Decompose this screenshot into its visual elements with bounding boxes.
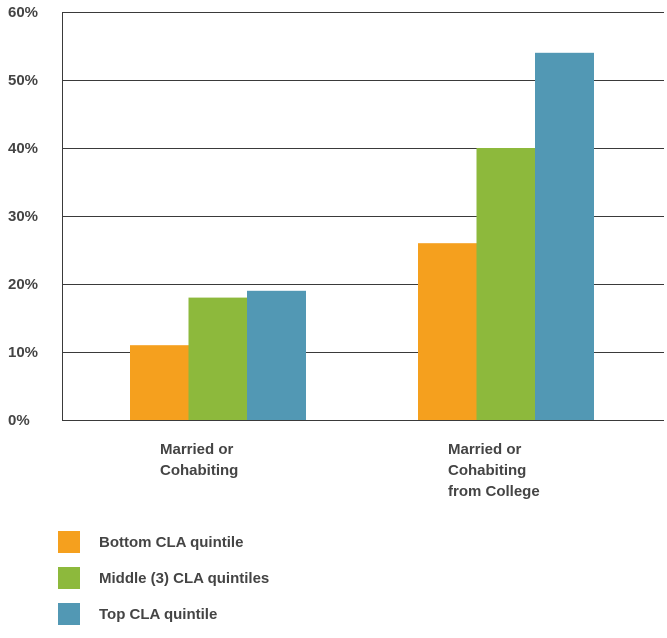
- x-category-label: Married or Cohabiting from College: [448, 441, 540, 500]
- y-tick-label: 10%: [8, 344, 38, 361]
- legend-item-middle-quintiles: Middle (3) CLA quintiles: [58, 566, 269, 590]
- bar: [130, 345, 189, 420]
- legend-label-top-quintile: Top CLA quintile: [99, 605, 218, 623]
- legend-item-top-quintile: Top CLA quintile: [58, 602, 269, 626]
- y-tick-label: 20%: [8, 276, 38, 293]
- y-tick-label: 0%: [8, 412, 30, 429]
- y-tick-label: 50%: [8, 72, 38, 89]
- bar: [247, 290, 306, 420]
- legend-swatch-top-quintile: [58, 603, 80, 625]
- bar-chart: 0% 10% 20% 30% 40% 50% 60% Married or Cohabiting…: [8, 4, 664, 500]
- y-tick-label: 30%: [8, 208, 38, 225]
- legend-item-bottom-quintile: Bottom CLA quintile: [58, 530, 269, 554]
- y-tick-label: 60%: [8, 4, 38, 21]
- bar: [188, 297, 248, 420]
- bar: [535, 52, 594, 421]
- bar: [418, 243, 477, 420]
- x-category-label: Married or Cohabiting: [160, 441, 238, 479]
- legend-swatch-middle-quintiles: [58, 567, 80, 589]
- bar: [476, 148, 536, 420]
- legend-label-middle-quintiles: Middle (3) CLA quintiles: [99, 569, 270, 587]
- legend-label-bottom-quintile: Bottom CLA quintile: [99, 533, 244, 551]
- legend: Bottom CLA quintile Middle (3) CLA quint…: [58, 530, 269, 638]
- y-tick-label: 40%: [8, 140, 38, 157]
- legend-swatch-bottom-quintile: [58, 531, 80, 553]
